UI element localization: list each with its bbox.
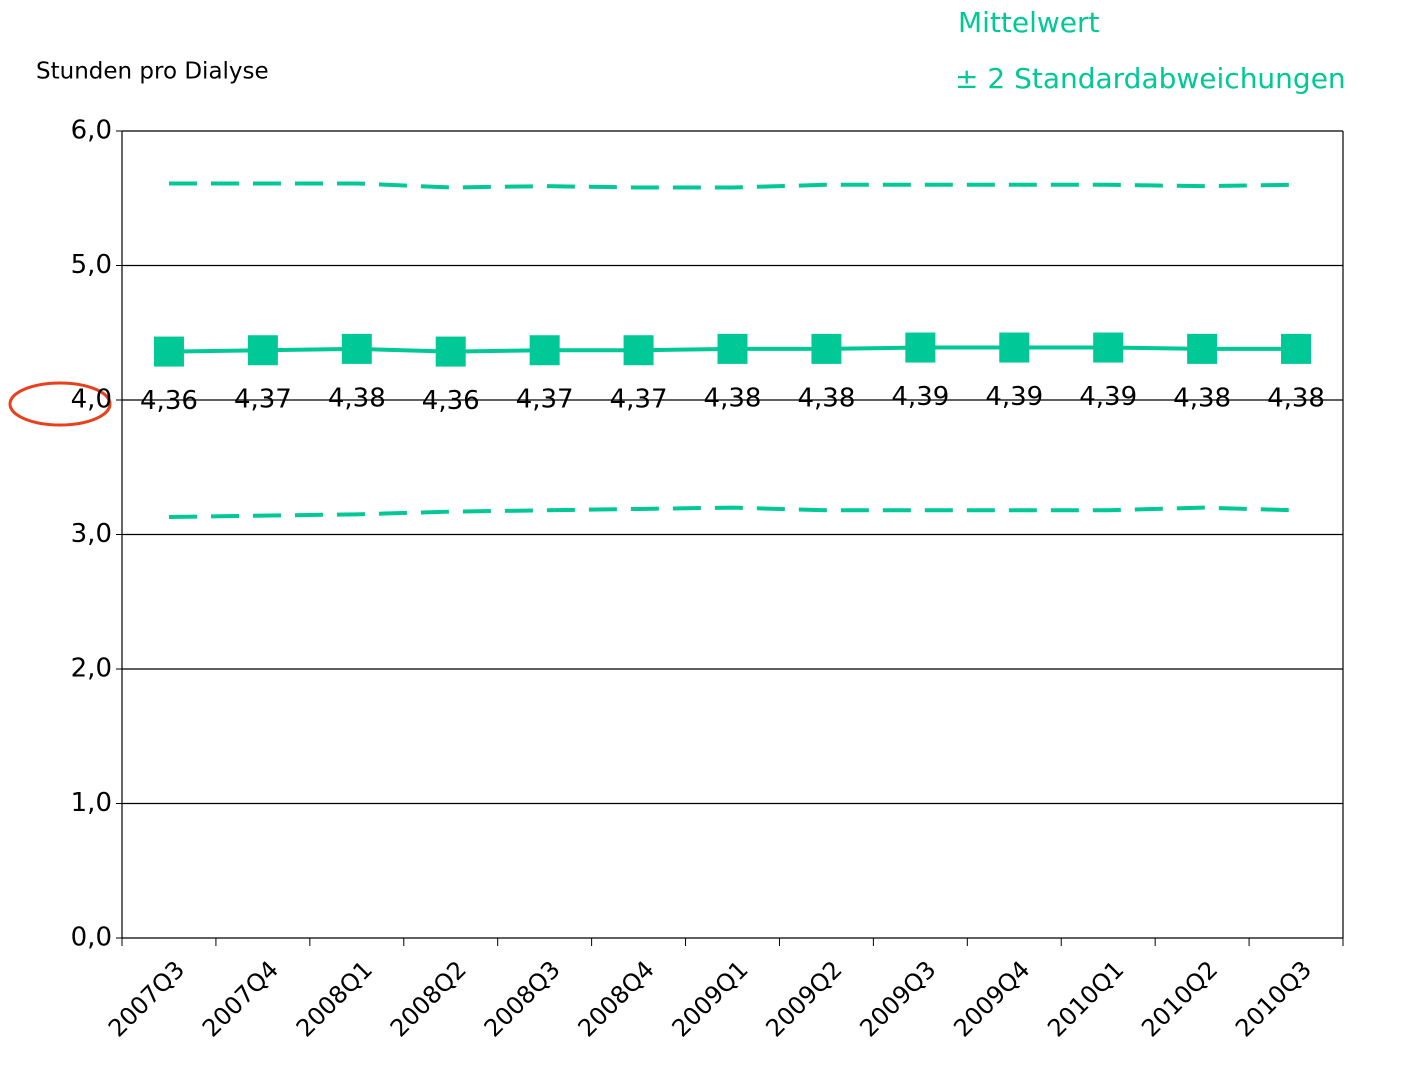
x-tick-label: 2008Q3 — [479, 955, 566, 1042]
y-axis-label: Stunden pro Dialyse — [36, 59, 269, 85]
highlight-ellipse — [8, 381, 112, 427]
x-tick-label: 2009Q4 — [948, 955, 1035, 1042]
x-tick-label: 2007Q4 — [197, 955, 284, 1042]
data-label: 4,39 — [985, 382, 1043, 412]
legend-entry: ± 2 Standardabweichungen — [955, 62, 1346, 95]
y-tick-label: 2,0 — [71, 654, 112, 684]
data-label: 4,36 — [422, 386, 480, 416]
data-label: 4,37 — [234, 385, 292, 415]
x-tick-label: 2010Q3 — [1230, 955, 1317, 1042]
y-tick-label: 4,0 — [71, 385, 112, 415]
legend-entry: Mittelwert — [958, 6, 1100, 39]
marker — [247, 335, 278, 366]
marker — [999, 332, 1030, 363]
data-label: 4,37 — [610, 385, 668, 415]
data-label: 4,39 — [891, 382, 949, 412]
y-tick-label: 6,0 — [71, 116, 112, 146]
data-label: 4,36 — [140, 386, 198, 416]
data-label: 4,39 — [1079, 382, 1137, 412]
data-label: 4,37 — [516, 385, 574, 415]
marker — [811, 333, 842, 364]
marker — [623, 335, 654, 366]
series-line — [168, 181, 1297, 190]
x-tick-label: 2008Q4 — [573, 955, 660, 1042]
x-tick-label: 2007Q3 — [103, 955, 190, 1042]
marker — [153, 336, 184, 367]
marker — [341, 333, 372, 364]
data-label: 4,38 — [797, 383, 855, 413]
data-label: 4,38 — [704, 383, 762, 413]
data-label: 4,38 — [1267, 383, 1325, 413]
marker — [1187, 333, 1218, 364]
x-tick-label: 2010Q2 — [1136, 955, 1223, 1042]
marker — [1281, 333, 1312, 364]
y-tick-label: 0,0 — [71, 923, 112, 953]
x-tick-label: 2010Q1 — [1042, 955, 1129, 1042]
x-tick-label: 2009Q2 — [760, 955, 847, 1042]
y-tick-label: 1,0 — [71, 788, 112, 818]
marker — [435, 336, 466, 367]
marker — [905, 332, 936, 363]
y-tick-label: 5,0 — [71, 250, 112, 280]
marker — [1093, 332, 1124, 363]
x-tick-label: 2008Q2 — [385, 955, 472, 1042]
series-line — [168, 505, 1297, 520]
x-tick-label: 2009Q1 — [667, 955, 754, 1042]
data-label: 4,38 — [328, 383, 386, 413]
marker — [529, 335, 560, 366]
x-tick-label: 2009Q3 — [854, 955, 941, 1042]
y-tick-label: 3,0 — [71, 519, 112, 549]
data-label: 4,38 — [1173, 383, 1231, 413]
x-tick-label: 2008Q1 — [291, 955, 378, 1042]
marker — [717, 333, 748, 364]
